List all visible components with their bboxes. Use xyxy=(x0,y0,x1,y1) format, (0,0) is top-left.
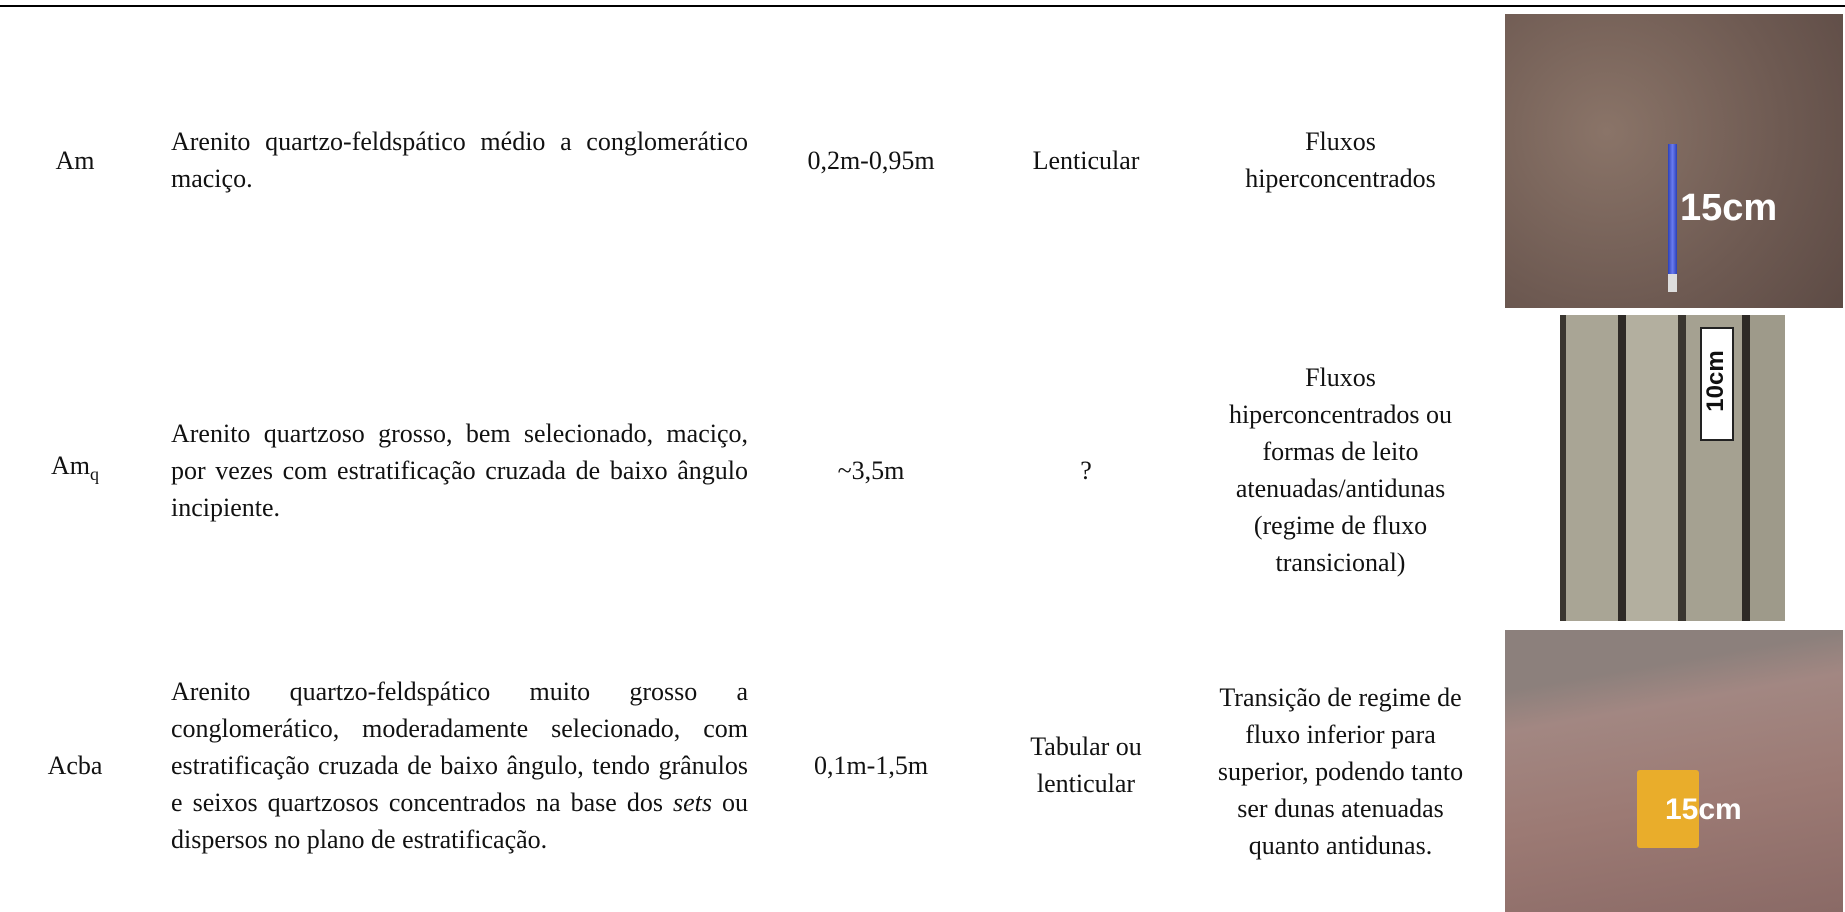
photo-label: 15cm xyxy=(1680,187,1778,229)
geometry: Lenticular xyxy=(996,60,1176,260)
photo-label: 10cm xyxy=(1702,350,1729,412)
code: Amq xyxy=(51,447,99,493)
geometry-text: ? xyxy=(1080,455,1092,485)
interpretation: Fluxos hiperconcentrados ou formas de le… xyxy=(1212,330,1469,610)
thickness-text: ~3,5m xyxy=(837,455,905,485)
description: Arenito quartzoso grosso, bem selecionad… xyxy=(171,415,748,526)
code-cell: Am xyxy=(20,60,130,260)
description-text: Arenito quartzo-feldspático muito grosso… xyxy=(171,676,748,817)
thickness-text: 0,2m-0,95m xyxy=(807,145,935,175)
pencil xyxy=(1668,144,1677,274)
scale-card xyxy=(1637,770,1699,848)
geometry: ? xyxy=(996,370,1176,570)
description-cell: Arenito quartzoso grosso, bem selecionad… xyxy=(171,370,748,570)
geometry: Tabular ou lenticular xyxy=(996,640,1176,890)
photo-label: 15cm xyxy=(1665,793,1742,826)
photo: 15cm xyxy=(1505,630,1843,912)
description-cell: Arenito quartzo-feldspático muito grosso… xyxy=(171,640,748,890)
description-cell: Arenito quartzo-feldspático médio a cong… xyxy=(171,60,748,260)
geometry-text: Tabular ou lenticular xyxy=(1030,732,1142,798)
code-cell: Acba xyxy=(20,640,130,890)
description-text: Arenito quartzoso grosso, bem selecionad… xyxy=(171,418,748,522)
description: Arenito quartzo-feldspático muito grosso… xyxy=(171,673,748,858)
photo: 10cm xyxy=(1560,315,1785,621)
description: Arenito quartzo-feldspático médio a cong… xyxy=(171,123,748,197)
code: Acba xyxy=(47,750,103,780)
thickness: 0,1m-1,5m xyxy=(771,640,971,890)
thickness: 0,2m-0,95m xyxy=(771,60,971,260)
interpretation-text: Fluxos hiperconcentrados ou formas de le… xyxy=(1228,363,1453,577)
description-text: ou dispersos no plano de estratificação. xyxy=(171,787,748,854)
pencil-tip xyxy=(1668,274,1677,292)
scale-card xyxy=(1700,327,1734,441)
code-text: Am xyxy=(51,450,90,480)
thickness: ~3,5m xyxy=(771,370,971,570)
interpretation-text: Fluxos hiperconcentrados xyxy=(1245,127,1436,193)
interpretation: Fluxos hiperconcentrados xyxy=(1212,60,1469,260)
code-subscript: q xyxy=(90,464,99,485)
code-cell: Amq xyxy=(20,370,130,570)
description-text: sets xyxy=(672,787,712,817)
description-text: Arenito quartzo-feldspático médio a cong… xyxy=(171,127,748,193)
thickness-text: 0,1m-1,5m xyxy=(813,750,929,780)
photo: 15cm xyxy=(1505,14,1843,308)
geometry-text: Lenticular xyxy=(1032,145,1140,175)
top-rule xyxy=(0,5,1845,7)
interpretation-text: Transição de regime de fluxo inferior pa… xyxy=(1217,682,1464,860)
code: Am xyxy=(55,145,95,175)
interpretation: Transição de regime de fluxo inferior pa… xyxy=(1212,630,1469,912)
